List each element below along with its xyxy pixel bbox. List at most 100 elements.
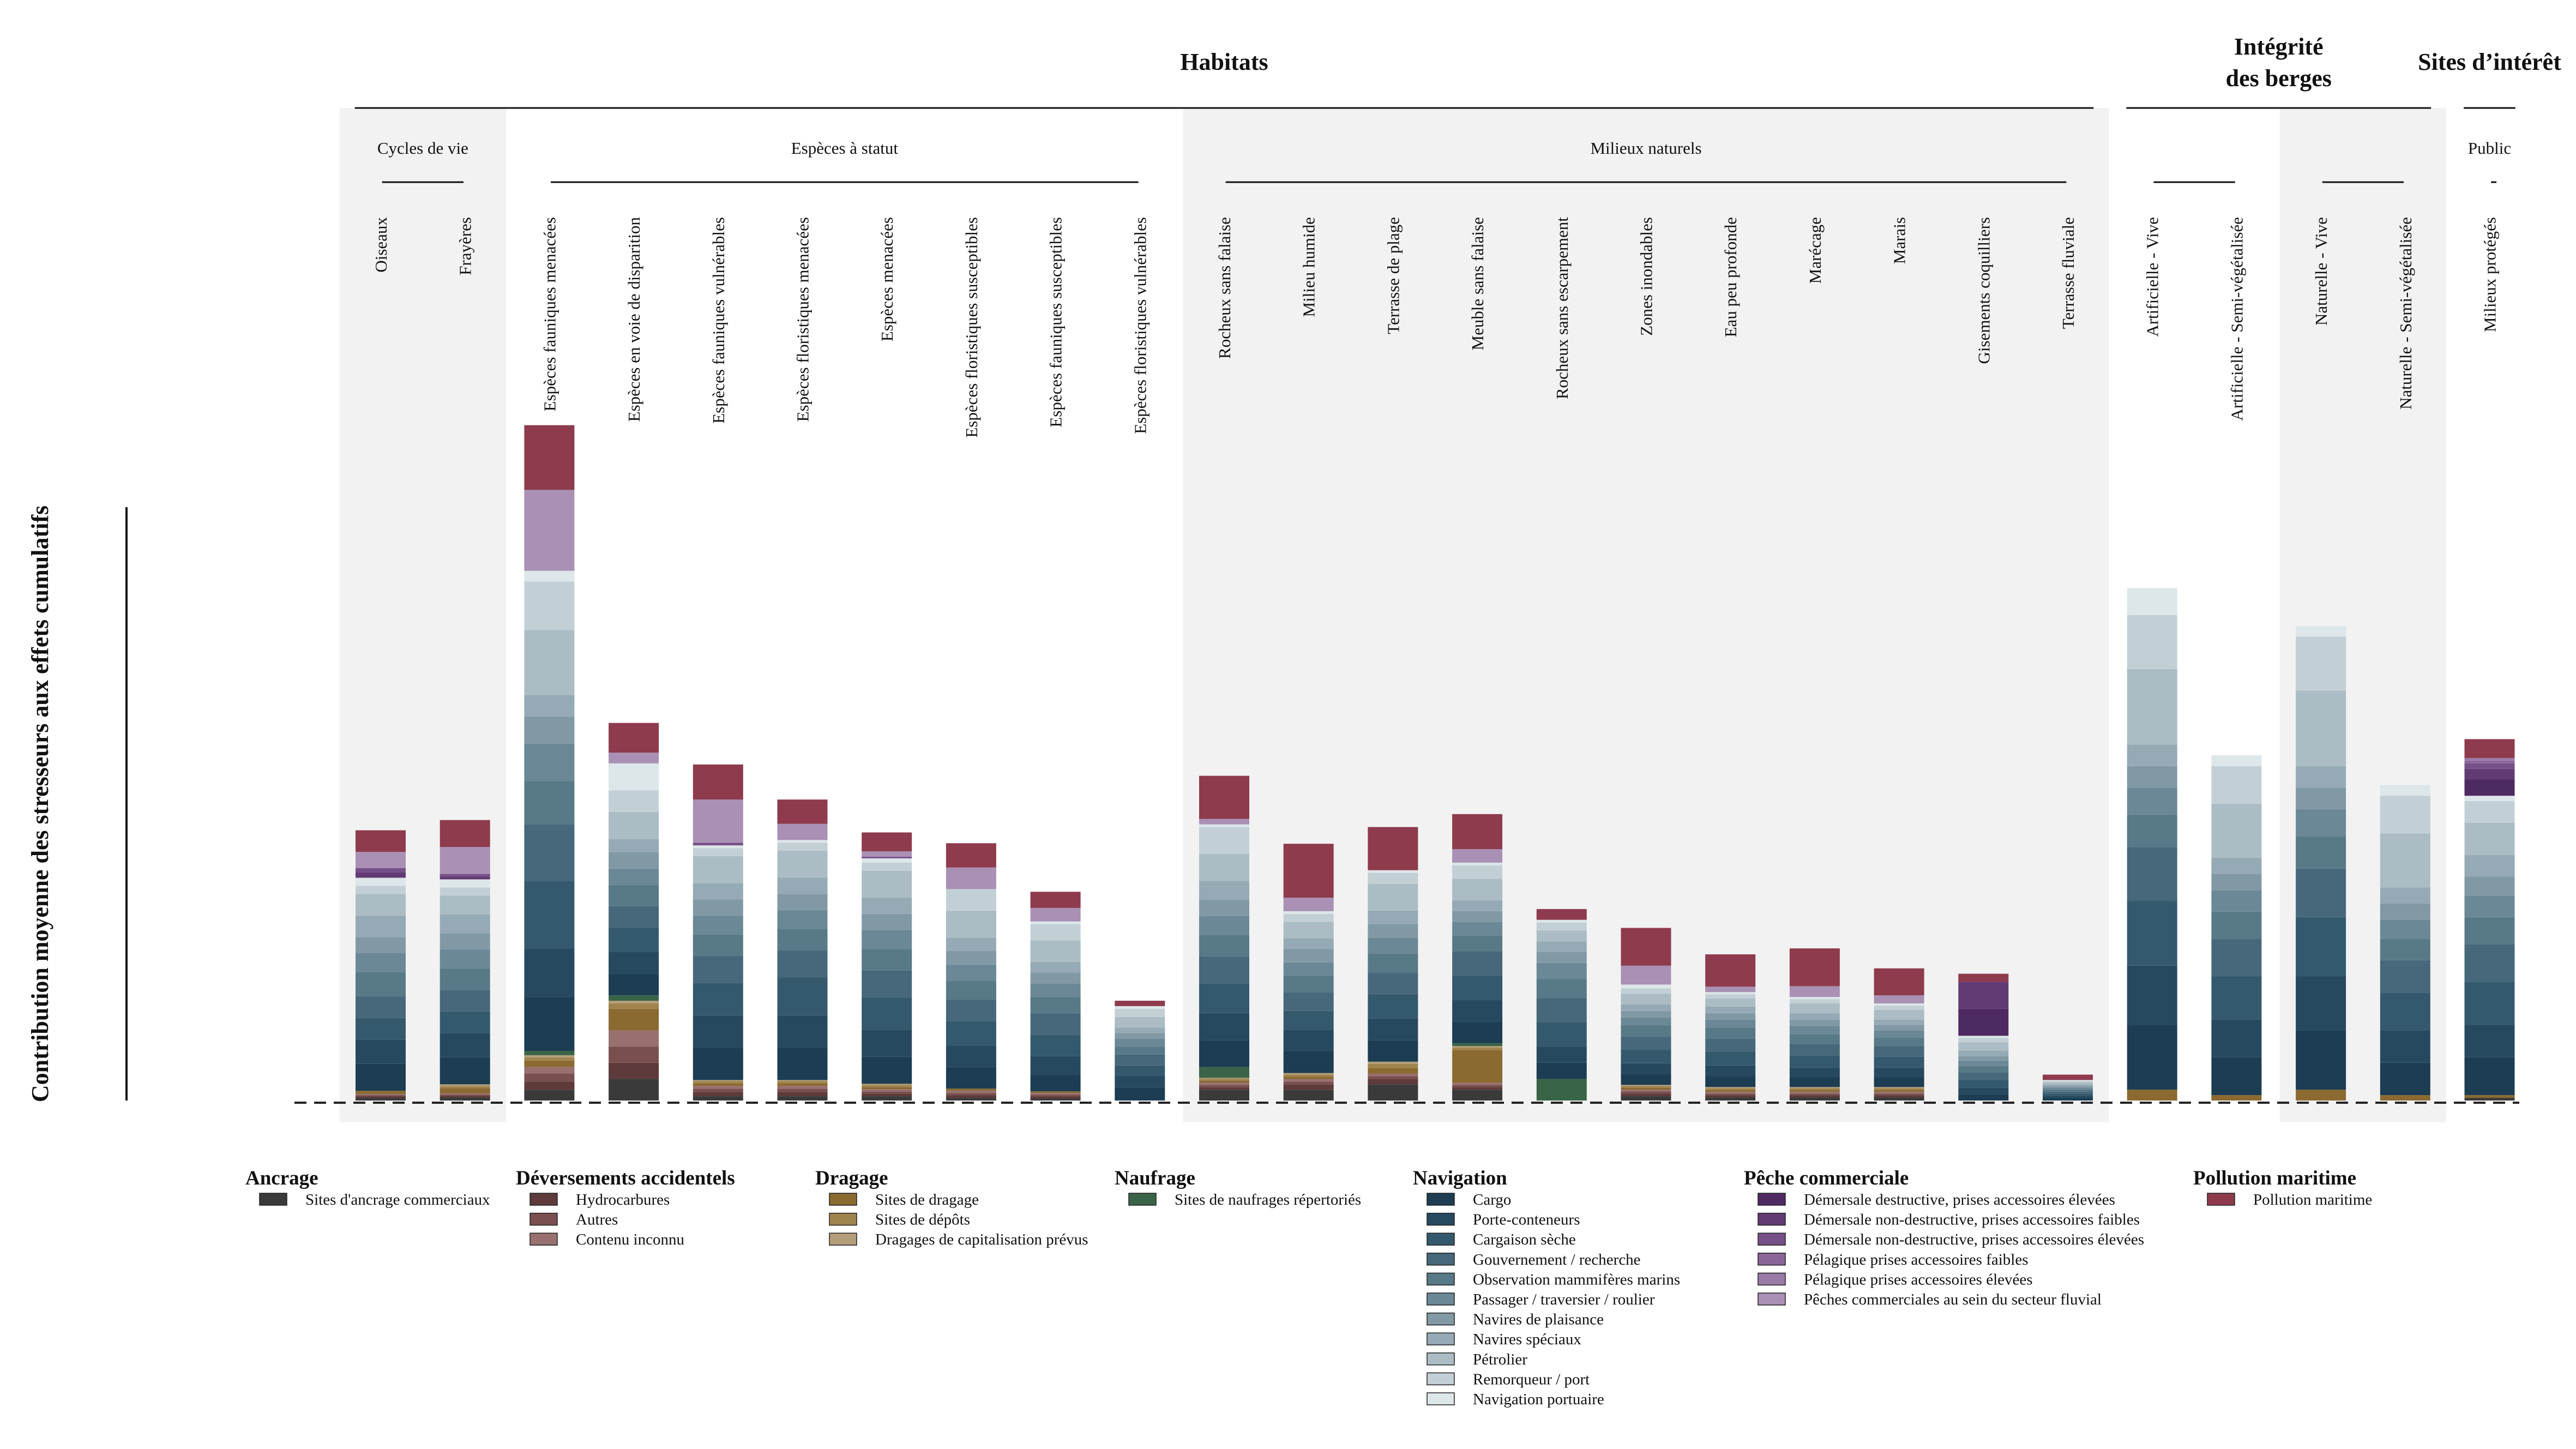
bar-segment-autres bbox=[356, 1095, 406, 1097]
bar-segment-sites-de-dragage bbox=[1030, 1091, 1081, 1093]
bar-segment-passager-traversier-roulier bbox=[2127, 787, 2177, 815]
bar-segment-contenu-inconnu bbox=[1874, 1092, 1924, 1094]
bar-segment-cargaison-seche bbox=[609, 928, 659, 952]
bar-segment-petrolier bbox=[2043, 1082, 2093, 1085]
bar-segment-porte-conteneurs bbox=[1874, 1067, 1924, 1078]
bar-segment-hydrocarbures bbox=[356, 1096, 406, 1098]
bar-stack-naturelle-semi-vegetalisee bbox=[2380, 785, 2430, 1101]
bar-segment-pollution-maritime bbox=[1705, 954, 1756, 987]
category-label-rocheux-sans-falaise: Rocheux sans falaise bbox=[1215, 217, 1234, 359]
bar-segment-autres bbox=[524, 1073, 575, 1082]
bar-segment-pollution-maritime bbox=[2464, 739, 2515, 758]
bar-segment-cargaison-seche bbox=[524, 881, 575, 949]
bar-segment-petrolier bbox=[1452, 879, 1503, 901]
bar-segment-pollution-maritime bbox=[1874, 968, 1924, 996]
bar-segment-navires-de-plaisance bbox=[609, 852, 659, 869]
legend-label-sites-de-naufrages-repertories: Sites de naufrages répertoriés bbox=[1175, 1191, 1361, 1208]
bar-segment-cargo bbox=[777, 1048, 828, 1080]
bar-segment-peches-commerciales-au-sein-du-secteur-fluvial bbox=[1283, 898, 1334, 911]
legend-swatch-autres bbox=[529, 1212, 558, 1226]
bar-segment-hydrocarbures bbox=[1199, 1087, 1249, 1090]
bar-segment-petrolier bbox=[1705, 999, 1756, 1007]
bar-segment-cargo bbox=[2464, 1057, 2515, 1096]
bar-segment-observation-mammiferes-marins bbox=[2127, 814, 2177, 847]
bar-segment-porte-conteneurs bbox=[440, 1033, 490, 1057]
bar-stack-especes-floristiques-susceptibles bbox=[946, 843, 996, 1101]
bar-segment-cargaison-seche bbox=[1283, 1011, 1334, 1030]
bar-segment-dragages-de-capitalisation-prevus bbox=[1621, 1085, 1671, 1086]
legend-swatch-remorqueur-port bbox=[1427, 1372, 1455, 1386]
bar-segment-sites-d-ancrage-commerciaux bbox=[609, 1079, 659, 1101]
bar-segment-remorqueur-port bbox=[2211, 766, 2262, 804]
category-label-naturelle-vive: Naturelle - Vive bbox=[2312, 217, 2331, 326]
bar-segment-sites-d-ancrage-commerciaux bbox=[1283, 1090, 1334, 1101]
bar-segment-sites-d-ancrage-commerciaux bbox=[2464, 1098, 2515, 1101]
bar-segment-remorqueur-port bbox=[1789, 999, 1840, 1003]
bar-segment-sites-d-ancrage-commerciaux bbox=[693, 1096, 743, 1101]
bar-segment-porte-conteneurs bbox=[1536, 1047, 1587, 1063]
bar-segment-cargo bbox=[1283, 1051, 1334, 1073]
bar-segment-cargaison-seche bbox=[693, 983, 743, 1015]
bar-segment-petrolier bbox=[2127, 669, 2177, 745]
bar-stack-rocheux-sans-escarpement bbox=[1536, 909, 1587, 1101]
bar-segment-petrolier bbox=[1536, 930, 1587, 942]
bar-segment-dragages-de-capitalisation-prevus bbox=[1705, 1087, 1756, 1089]
bar-segment-observation-mammiferes-marins bbox=[777, 929, 828, 951]
bar-segment-pollution-maritime bbox=[440, 820, 490, 847]
legend-swatch-cargaison-seche bbox=[1427, 1232, 1455, 1246]
bar-segment-contenu-inconnu bbox=[1789, 1092, 1840, 1094]
bar-segment-cargaison-seche bbox=[2464, 982, 2515, 1025]
bar-segment-gouvernement-recherche bbox=[1958, 1072, 2009, 1080]
legend-swatch-passager-traversier-roulier bbox=[1427, 1292, 1455, 1306]
bar-segment-cargaison-seche bbox=[777, 977, 828, 1015]
bar-segment-demersale-non-destructive-prises-accessoires-faibles bbox=[2464, 768, 2515, 780]
bar-segment-hydrocarbures bbox=[1874, 1095, 1924, 1098]
bar-segment-cargaison-seche bbox=[2296, 917, 2346, 977]
bar-segment-observation-mammiferes-marins bbox=[1199, 935, 1249, 957]
bar-segment-navires-speciaux bbox=[1368, 910, 1418, 924]
group-headers: Habitats Intégrité des berges Sites d’intér… bbox=[354, 33, 2561, 438]
legend-swatch-sites-de-naufrages-repertories bbox=[1128, 1193, 1157, 1206]
bar-segment-sites-de-naufrages-repertories bbox=[1536, 1079, 1587, 1101]
bar-segment-cargaison-seche bbox=[2380, 993, 2430, 1031]
legend-swatch-gouvernement-recherche bbox=[1427, 1253, 1455, 1266]
bar-segment-sites-d-ancrage-commerciaux bbox=[1030, 1098, 1081, 1101]
bar-segment-passager-traversier-roulier bbox=[2211, 890, 2262, 912]
bar-segment-observation-mammiferes-marins bbox=[2464, 917, 2515, 945]
bar-segment-passager-traversier-roulier bbox=[356, 953, 406, 972]
bar-segment-cargo bbox=[2296, 1030, 2346, 1090]
group-title-habitats: Habitats bbox=[1180, 49, 1268, 75]
bar-segment-pollution-maritime bbox=[1536, 909, 1587, 920]
bar-segment-remorqueur-port bbox=[524, 581, 575, 630]
bar-segment-navires-de-plaisance bbox=[2380, 903, 2430, 920]
bar-segment-cargaison-seche bbox=[356, 1018, 406, 1040]
bar-segment-pelagique-prises-accessoires-elevees bbox=[2464, 757, 2515, 761]
bar-segment-petrolier bbox=[862, 870, 912, 898]
bar-segment-autres bbox=[693, 1089, 743, 1092]
bar-segment-cargaison-seche bbox=[1789, 1055, 1840, 1068]
bar-segment-navires-de-plaisance bbox=[2127, 766, 2177, 788]
bar-segment-peches-commerciales-au-sein-du-secteur-fluvial bbox=[609, 753, 659, 763]
bar-segment-sites-de-dragage bbox=[1874, 1090, 1924, 1092]
bar-segment-sites-de-dragage bbox=[2380, 1095, 2430, 1101]
bar-segment-cargaison-seche bbox=[1958, 1080, 2009, 1088]
bar-segment-remorqueur-port bbox=[609, 790, 659, 812]
bar-segment-pollution-maritime bbox=[1283, 844, 1334, 898]
bar-segment-petrolier bbox=[2296, 690, 2346, 766]
bar-segment-sites-d-ancrage-commerciaux bbox=[1368, 1084, 1418, 1101]
legend-group-title: Navigation bbox=[1413, 1167, 1507, 1189]
legend: Ancrage Sites d'ancrage commerciaux Dévers… bbox=[245, 1167, 2372, 1408]
bar-segment-peches-commerciales-au-sein-du-secteur-fluvial bbox=[1199, 819, 1249, 825]
bar-segment-sites-de-depots bbox=[609, 1003, 659, 1009]
category-label-oiseaux: Oiseaux bbox=[371, 217, 390, 273]
bar-segment-navigation-portuaire bbox=[1621, 984, 1671, 989]
bar-segment-pollution-maritime bbox=[1199, 775, 1249, 819]
bar-segment-dragages-de-capitalisation-prevus bbox=[1283, 1073, 1334, 1075]
bar-segment-petrolier bbox=[1621, 994, 1671, 1005]
bar-segment-sites-de-depots bbox=[524, 1057, 575, 1061]
category-label-especes-en-voie-de-disparition: Espèces en voie de disparition bbox=[624, 217, 643, 422]
bar-segment-observation-mammiferes-marins bbox=[1452, 935, 1503, 952]
bar-segment-navires-de-plaisance bbox=[2464, 876, 2515, 896]
bar-segment-autres bbox=[777, 1089, 828, 1092]
category-label-zones-inondables: Zones inondables bbox=[1637, 217, 1656, 336]
